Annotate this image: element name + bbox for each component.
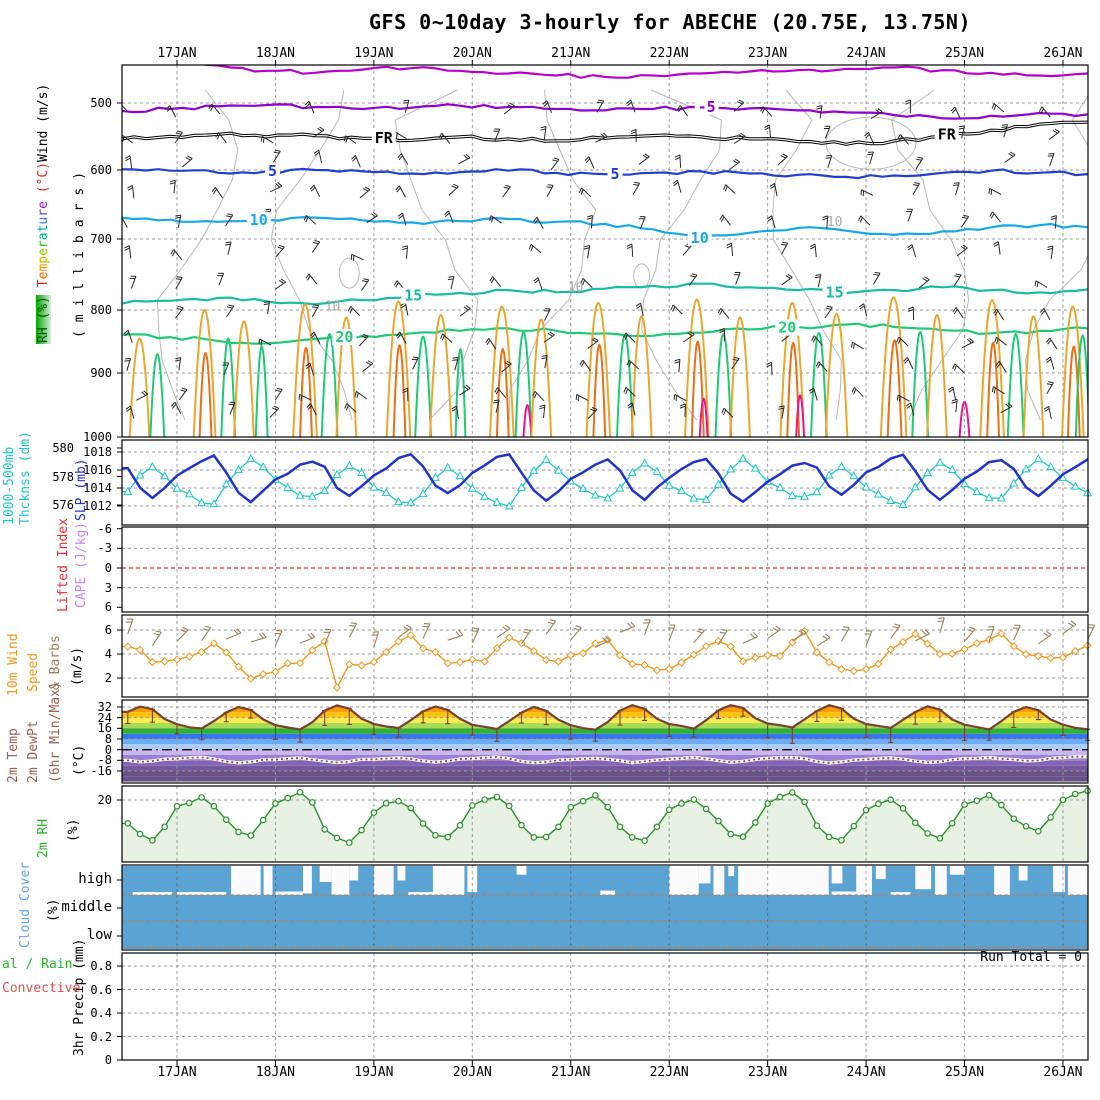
cloud-tick-label: middle	[61, 899, 112, 915]
page-title: GFS 0~10day 3-hourly for ABECHE (20.75E,…	[369, 10, 971, 34]
svg-text:15: 15	[404, 287, 422, 305]
svg-text:20: 20	[335, 328, 353, 346]
day-label-bottom: 17JAN	[157, 1065, 197, 1080]
thickness-axis-label-1: 1000-500mb	[2, 446, 17, 525]
slp-tick-label: 1016	[83, 463, 112, 477]
degc-label: (°C)	[36, 161, 51, 194]
pressure-tick-label: 600	[90, 163, 112, 177]
day-label-top: 23JAN	[748, 46, 788, 61]
pressure-tick-label: 1000	[83, 430, 112, 444]
svg-text:20: 20	[778, 319, 796, 337]
precip-total-label: al / Rain	[2, 957, 73, 972]
day-label-bottom: 23JAN	[748, 1065, 788, 1080]
svg-text:10: 10	[250, 211, 268, 229]
precip-tick-label: 0.2	[90, 1029, 112, 1044]
lifted-index-tick-label: 6	[104, 600, 112, 615]
day-label-bottom: 24JAN	[846, 1065, 886, 1080]
wind10m-tick-label: 4	[104, 647, 112, 661]
day-label-bottom: 19JAN	[354, 1065, 394, 1080]
precip-tick-label: 0.4	[90, 1006, 112, 1020]
lifted-index-tick-label: -6	[97, 521, 112, 536]
temp2m-tick-label: -8	[97, 753, 112, 768]
svg-text:10: 10	[827, 215, 843, 230]
slp-tick-label: 1012	[83, 499, 112, 513]
lifted-index-axis-label: Lifted Index	[56, 518, 71, 612]
pressure-tick-label: 500	[90, 96, 112, 110]
day-label-top: 25JAN	[944, 46, 985, 61]
cloud-tick-label: high	[78, 871, 112, 887]
wind10m-tick-label: 2	[104, 671, 112, 685]
svg-text:10: 10	[691, 229, 709, 247]
temp2m-tick-label: 0	[104, 742, 112, 757]
precip-tick-label: 0	[104, 1053, 112, 1067]
day-label-top: 18JAN	[255, 46, 295, 61]
rh2m-tick-label: 20	[97, 793, 112, 807]
temp2m-tick-label: 8	[104, 731, 112, 746]
temp2m-tick-label: -16	[90, 763, 112, 778]
day-label-top: 26JAN	[1043, 46, 1083, 61]
rh2m-pct-label: (%)	[66, 818, 81, 842]
run-total-annotation: Run Total = 0	[980, 950, 1082, 965]
pressure-tick-label: 800	[90, 303, 112, 317]
precip-tick-label: 0.8	[90, 959, 112, 973]
day-label-top: 19JAN	[354, 46, 394, 61]
day-label-bottom: 26JAN	[1043, 1065, 1083, 1080]
temp2m-axis-label-3: (6hr Min/Max)	[48, 681, 63, 783]
svg-text:10: 10	[568, 280, 584, 295]
thickness-axis-label-2: Thcknss (dm)	[18, 431, 33, 525]
svg-text:10: 10	[325, 299, 341, 314]
cloud-tick-label: low	[86, 927, 112, 943]
pressure-tick-label: 900	[90, 366, 112, 380]
svg-text:FR: FR	[938, 126, 957, 144]
day-label-top: 17JAN	[157, 46, 197, 61]
pressure-tick-label: 700	[90, 232, 112, 246]
svg-text:-5: -5	[698, 98, 716, 116]
day-label-bottom: 22JAN	[649, 1065, 689, 1080]
lifted-index-tick-label: -3	[97, 541, 112, 556]
slp-tick-label: 1014	[83, 481, 112, 495]
day-label-bottom: 18JAN	[255, 1065, 295, 1080]
day-label-bottom: 20JAN	[452, 1065, 492, 1080]
temp2m-tick-label: 24	[97, 710, 112, 725]
day-label-bottom: 21JAN	[551, 1065, 591, 1080]
lifted-index-tick-label: 3	[104, 580, 112, 595]
thickness-tick-label: 580	[52, 441, 74, 455]
precip-tick-label: 0.6	[90, 982, 112, 997]
wind10m-tick-label: 6	[104, 623, 112, 637]
temperature-label: Temperature	[36, 201, 51, 288]
temp2m-tick-label: 16	[97, 721, 112, 736]
svg-text:FR: FR	[375, 129, 394, 147]
millibars-axis-label: (millibars)	[72, 163, 87, 339]
day-label-bottom: 25JAN	[944, 1065, 985, 1080]
slp-tick-label: 1018	[83, 445, 112, 459]
wind-label: Wind (m/s)	[36, 83, 51, 162]
precip-convective-label: Convective	[2, 981, 81, 996]
wind10m-axis-label-2: Speed	[26, 652, 41, 692]
temp2m-axis-label-1: 2m Temp	[6, 728, 21, 783]
lifted-index-tick-label: 0	[104, 561, 112, 575]
svg-text:5: 5	[268, 162, 277, 180]
svg-text:5: 5	[611, 165, 620, 183]
thickness-tick-label: 578	[52, 469, 74, 484]
svg-text:15: 15	[826, 283, 844, 301]
rh2m-axis-label: 2m RH	[36, 818, 51, 858]
day-label-top: 21JAN	[551, 46, 591, 61]
day-label-top: 22JAN	[649, 46, 689, 61]
temp2m-tick-label: 32	[97, 700, 112, 714]
temp2m-axis-label-2: 2m DewPt	[26, 720, 41, 783]
wind10m-axis-label-1: 10m Wind	[6, 633, 21, 696]
thickness-tick-label: 576	[52, 498, 74, 512]
day-label-top: 20JAN	[452, 46, 492, 61]
cloud-axis-label: Cloud Cover	[18, 861, 33, 948]
upper-axis-label: RH (%) Temperature (°C)Wind (m/s)	[36, 84, 51, 344]
rh-shading-legend: RH (%)	[36, 295, 51, 344]
day-label-top: 24JAN	[846, 46, 886, 61]
